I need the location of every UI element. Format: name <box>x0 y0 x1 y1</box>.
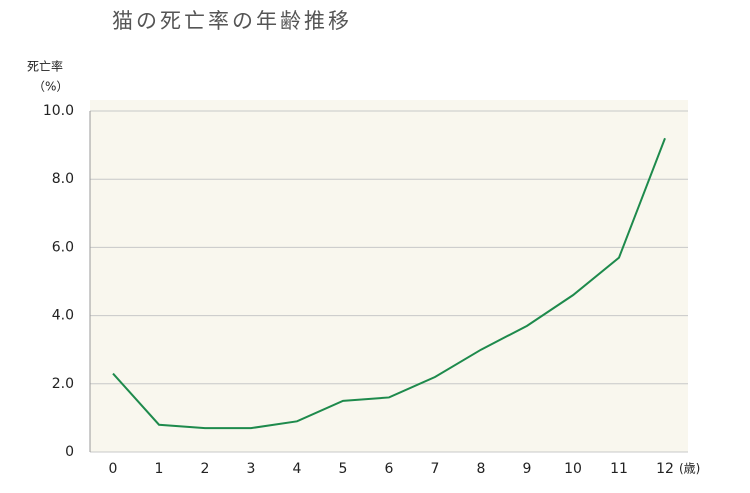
x-axis-unit: (歳) <box>679 462 700 476</box>
line-series <box>112 137 666 430</box>
x-tick-label: 10 <box>564 461 582 477</box>
y-tick-label: 10.0 <box>43 103 74 119</box>
y-tick-label: 6.0 <box>52 239 74 255</box>
x-tick-label: 2 <box>201 461 210 477</box>
y-tick-label: 8.0 <box>52 171 74 187</box>
x-tick-label: 9 <box>523 461 532 477</box>
y-axis-label: 死亡率 <box>27 59 63 74</box>
x-tick-label: 3 <box>247 461 256 477</box>
x-tick-label: 12 <box>656 461 674 477</box>
x-tick-label: 0 <box>109 461 118 477</box>
chart-title: 猫の死亡率の年齢推移 <box>112 9 352 33</box>
y-tick-label: 0 <box>65 444 74 460</box>
y-axis-unit: （%） <box>33 80 68 94</box>
x-tick-label: 11 <box>610 461 628 477</box>
x-tick-label: 5 <box>339 461 348 477</box>
y-tick-label: 4.0 <box>52 308 74 324</box>
x-tick-label: 1 <box>155 461 164 477</box>
x-tick-label: 6 <box>385 461 394 477</box>
y-tick-label: 2.0 <box>52 376 74 392</box>
plot-background <box>90 100 688 452</box>
x-tick-label: 7 <box>431 461 440 477</box>
x-tick-label: 4 <box>293 461 302 477</box>
x-tick-label: 8 <box>477 461 486 477</box>
